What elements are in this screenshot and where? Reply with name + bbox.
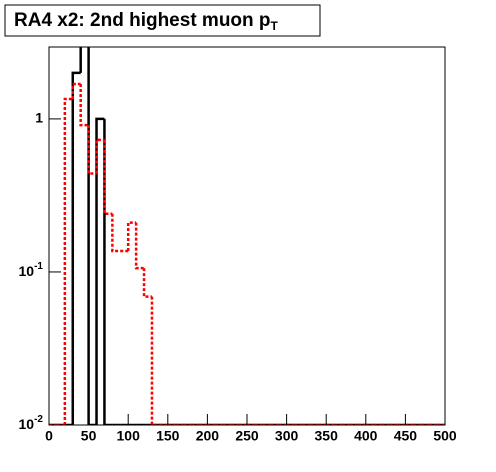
x-tick-label: 400 <box>354 428 378 444</box>
y-tick-base: 10 <box>19 263 35 279</box>
histogram-bin <box>79 47 89 73</box>
y-tick-base: 10 <box>19 416 35 432</box>
x-tick-label: 50 <box>81 428 97 444</box>
x-tick-label: 100 <box>117 428 141 444</box>
x-tick-label: 350 <box>315 428 339 444</box>
y-tick-exponent: -1 <box>34 261 43 272</box>
histogram-bin <box>95 117 105 425</box>
histogram-bin <box>150 296 160 425</box>
histogram-bin <box>95 138 105 174</box>
y-tick-label: 10-2 <box>19 414 44 432</box>
title-box <box>4 4 321 37</box>
x-tick-label: 300 <box>275 428 299 444</box>
x-tick-label: 500 <box>433 428 457 444</box>
x-tick-label: 0 <box>45 428 53 444</box>
chart-title: RA4 x2: 2nd highest muon pT <box>14 10 279 33</box>
x-tick-label: 250 <box>235 428 259 444</box>
plot-area <box>49 47 445 425</box>
x-tick-label: 150 <box>156 428 180 444</box>
y-tick-label: 1 <box>35 110 43 126</box>
histogram-bin <box>71 82 81 99</box>
histogram-bin <box>111 213 121 253</box>
histogram-bin <box>71 71 81 425</box>
y-tick-label: 10-1 <box>19 261 44 279</box>
histogram-bin <box>134 222 145 270</box>
histogram-bin <box>103 118 113 425</box>
x-tick-label: 450 <box>394 428 418 444</box>
histogram-bin <box>87 125 97 175</box>
y-tick-exponent: -2 <box>34 414 43 425</box>
histogram-bin <box>79 84 89 127</box>
x-tick-label: 200 <box>196 428 220 444</box>
histogram-bin <box>63 97 73 425</box>
